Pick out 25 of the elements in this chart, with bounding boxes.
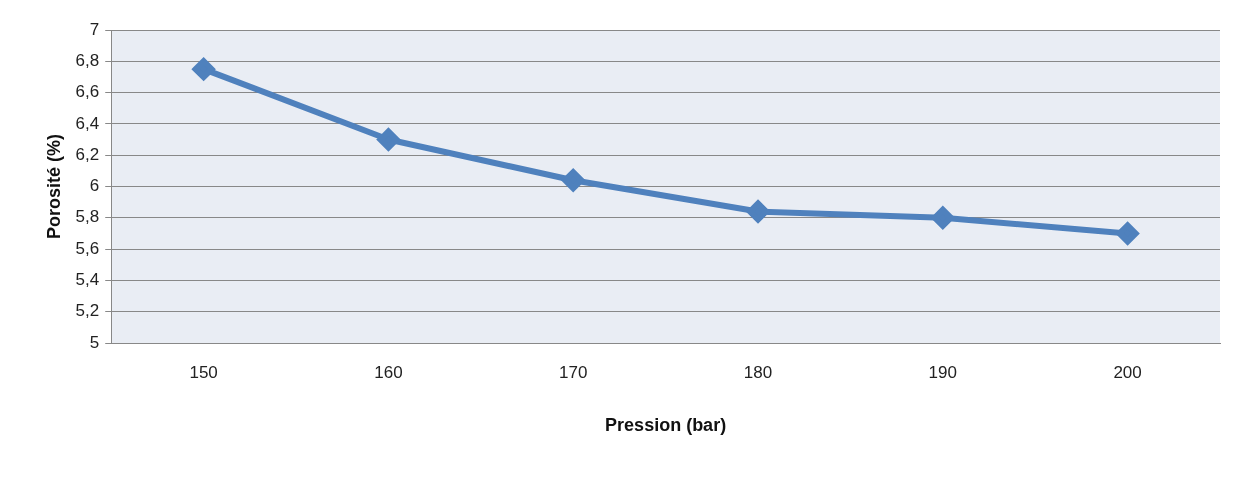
x-tick-label: 190 bbox=[928, 362, 957, 382]
x-tick-label: 180 bbox=[743, 362, 773, 382]
y-tick-label: 5,4 bbox=[75, 270, 100, 290]
x-tick-label: 170 bbox=[559, 362, 588, 382]
y-tick-label: 6 bbox=[89, 176, 100, 196]
x-tick-label: 200 bbox=[1113, 362, 1142, 382]
point bbox=[562, 169, 585, 192]
y-tick-label: 6,4 bbox=[75, 113, 100, 133]
y-tick-label: 6,8 bbox=[75, 50, 100, 70]
point bbox=[377, 128, 400, 151]
x-tick-label: 160 bbox=[374, 362, 403, 382]
y-tick-label: 5,6 bbox=[75, 238, 100, 258]
y-tick-label: 6,2 bbox=[75, 144, 100, 164]
y-tick-label: 6,6 bbox=[75, 82, 100, 102]
point bbox=[931, 206, 954, 229]
point bbox=[1116, 222, 1139, 245]
y-axis-title: Porosité (%) bbox=[43, 133, 64, 240]
y-tick-label: 5 bbox=[89, 332, 100, 352]
point bbox=[192, 58, 215, 81]
x-axis-title: Pression (bar) bbox=[605, 415, 727, 436]
y-tick-label: 5,2 bbox=[75, 301, 100, 321]
y-tick-label: 5,8 bbox=[75, 207, 100, 227]
point bbox=[747, 200, 770, 223]
y-tick-label: 7 bbox=[89, 19, 100, 39]
x-tick-label: 150 bbox=[189, 362, 218, 382]
